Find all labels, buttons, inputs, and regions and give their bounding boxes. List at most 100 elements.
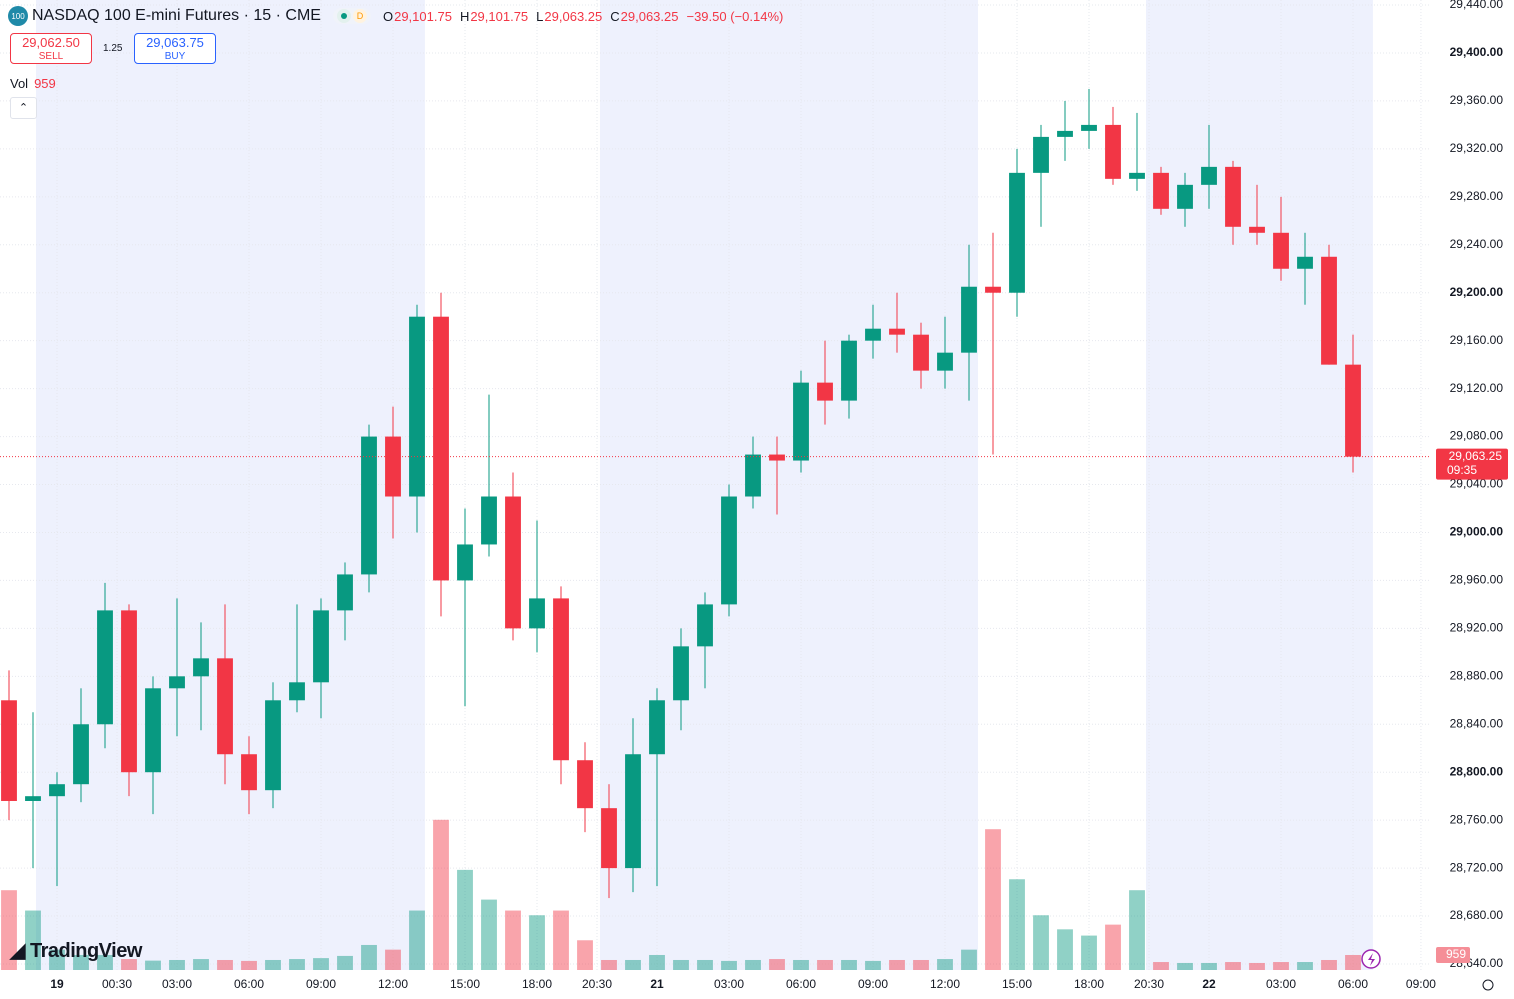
ohlc-value: 29,063.25	[620, 8, 679, 24]
candle-body	[121, 610, 137, 773]
candle-body	[865, 328, 881, 341]
x-tick-label: 03:00	[714, 977, 744, 991]
candle-body	[481, 496, 497, 545]
x-tick-label: 15:00	[450, 977, 480, 991]
y-tick-label: 29,000.00	[1450, 525, 1504, 539]
x-tick-label: 06:00	[1338, 977, 1368, 991]
delay-badge: D	[352, 9, 367, 23]
candle-body	[457, 544, 473, 581]
volume-bar	[793, 959, 809, 970]
sell-label: SELL	[38, 51, 64, 62]
x-tick-label: 03:00	[162, 977, 192, 991]
ohlc-key: L	[536, 8, 544, 24]
candle-body	[1, 700, 17, 801]
candle-body	[529, 598, 545, 629]
candle-body	[1033, 136, 1049, 173]
status-pill[interactable]: D	[332, 8, 371, 24]
volume-legend: Vol 959	[10, 76, 56, 91]
logo-text: TradingView	[29, 940, 142, 962]
candle-body	[241, 754, 257, 791]
volume-bar	[121, 959, 137, 970]
buy-button[interactable]: 29,063.75 BUY	[134, 33, 216, 64]
volume-bar	[841, 959, 857, 970]
volume-bar	[937, 959, 953, 970]
volume-bar	[433, 819, 449, 970]
y-tick-label: 28,680.00	[1450, 908, 1504, 922]
x-tick-label: 22	[1202, 977, 1216, 991]
candle-body	[145, 688, 161, 773]
volume-bar	[361, 944, 377, 970]
candle-body	[625, 754, 641, 869]
candle-body	[265, 700, 281, 791]
sell-price: 29,062.50	[22, 35, 80, 50]
ohlc: H29,101.75	[460, 9, 528, 24]
candle-body	[745, 454, 761, 497]
x-tick-label: 09:00	[306, 977, 336, 991]
volume-bar	[553, 910, 569, 970]
volume-bar	[1249, 962, 1265, 970]
candle-body	[961, 286, 977, 353]
x-tick-label: 18:00	[1074, 977, 1104, 991]
volume-bar	[97, 954, 113, 970]
collapse-button[interactable]: ⌃	[10, 97, 37, 119]
market-dot	[336, 9, 351, 23]
candle-body	[1057, 130, 1073, 137]
x-tick-label: 09:00	[1406, 977, 1436, 991]
candle-body	[97, 610, 113, 725]
x-tick-label: 20:30	[582, 977, 612, 991]
candle-body	[289, 682, 305, 701]
volume-bar	[1321, 959, 1337, 970]
candle-body	[1321, 256, 1337, 365]
x-tick-label: 19	[50, 977, 64, 991]
logo[interactable]: ◢ TradingView	[10, 938, 142, 963]
volume-bar	[457, 869, 473, 970]
candle-body	[889, 328, 905, 335]
volume-bar	[193, 959, 209, 970]
volume-bar	[1129, 890, 1145, 970]
volume-bar	[697, 959, 713, 970]
y-tick-label: 28,960.00	[1450, 573, 1504, 587]
candle-body	[1177, 184, 1193, 209]
ohlc-value: 29,063.25	[544, 8, 603, 24]
x-tick-label: 09:00	[858, 977, 888, 991]
volume-bar	[289, 959, 305, 970]
last-volume-box	[1436, 946, 1470, 963]
ohlc: C29,063.25	[610, 9, 678, 24]
symbol-title[interactable]: NASDAQ 100 E-mini Futures · 15 · CME	[32, 7, 321, 24]
ohlc-key: O	[382, 8, 394, 24]
y-tick-label: 29,160.00	[1450, 333, 1504, 347]
candle-body	[337, 574, 353, 611]
volume-bar	[625, 959, 641, 970]
candle-body	[1081, 124, 1097, 131]
lightning-icon	[1368, 953, 1375, 966]
volume-bar	[1057, 929, 1073, 970]
candle-body	[409, 316, 425, 497]
time-axis-bg	[0, 970, 1514, 999]
candle-body	[25, 796, 41, 801]
candle-body	[1249, 226, 1265, 233]
settings-button[interactable]	[1482, 979, 1494, 991]
sell-button[interactable]: 29,062.50 SELL	[10, 33, 92, 64]
volume-bar	[913, 959, 929, 970]
x-tick-label: 20:30	[1134, 977, 1164, 991]
y-tick-label: 29,280.00	[1450, 189, 1504, 203]
volume-bar	[73, 954, 89, 970]
candle-body	[217, 658, 233, 755]
candle-body	[433, 316, 449, 581]
x-tick-label: 12:00	[378, 977, 408, 991]
candle-body	[769, 454, 785, 461]
symbol-badge[interactable]: 100	[8, 6, 28, 26]
volume-bar	[1345, 954, 1361, 970]
volume-bar	[481, 899, 497, 970]
volume-bar	[1081, 935, 1097, 970]
ohlc: O29,101.75	[383, 9, 452, 24]
x-tick-label: 21	[650, 977, 664, 991]
volume-bar	[1177, 962, 1193, 970]
y-tick-label: 28,800.00	[1450, 764, 1504, 778]
volume-bar	[577, 940, 593, 970]
x-tick-label: 12:00	[930, 977, 960, 991]
volume-bar	[505, 910, 521, 970]
volume-bar	[409, 910, 425, 970]
candle-body	[1273, 232, 1289, 269]
candle-body	[49, 784, 65, 797]
